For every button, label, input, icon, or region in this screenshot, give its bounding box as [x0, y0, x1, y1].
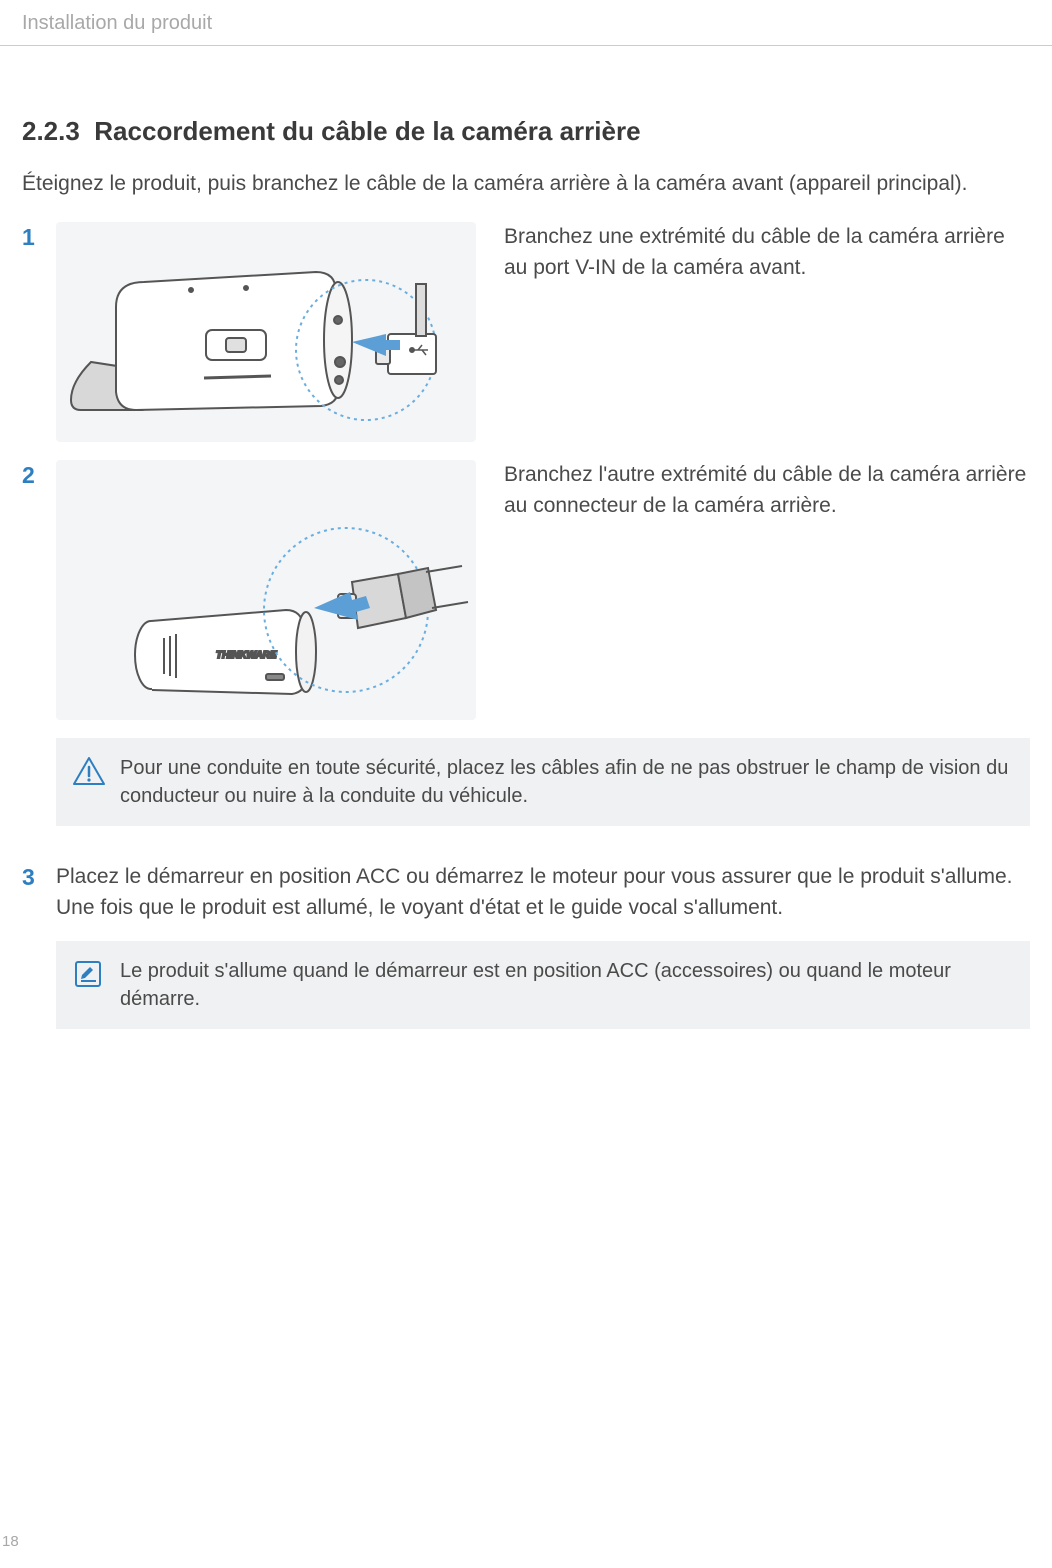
- intro-paragraph: Éteignez le produit, puis branchez le câ…: [22, 169, 1030, 198]
- warning-callout: Pour une conduite en toute sécurité, pla…: [56, 738, 1030, 826]
- step-3: 3 Placez le démarreur en position ACC ou…: [22, 862, 1030, 923]
- step-1-illustration: [56, 222, 476, 442]
- step-number: 2: [22, 460, 56, 489]
- step-3-text: Placez le démarreur en position ACC ou d…: [56, 862, 1030, 923]
- step-number: 1: [22, 222, 56, 251]
- step-2-illustration: THINKWARE: [56, 460, 476, 720]
- note-callout: Le produit s'allume quand le démarreur e…: [56, 941, 1030, 1029]
- page-number: 18: [2, 1533, 19, 1550]
- step-2: 2 THINKWARE: [22, 460, 1030, 720]
- step-1: 1: [22, 222, 1030, 442]
- warning-text: Pour une conduite en toute sécurité, pla…: [120, 754, 1010, 810]
- step-1-text: Branchez une extrémité du câble de la ca…: [476, 222, 1030, 283]
- page-content: 2.2.3 Raccordement du câble de la caméra…: [0, 46, 1052, 1029]
- camera-rear-diagram: THINKWARE: [56, 460, 476, 720]
- page-header: Installation du produit: [0, 0, 1052, 46]
- svg-text:THINKWARE: THINKWARE: [216, 650, 277, 661]
- step-number: 3: [22, 862, 56, 891]
- camera-front-diagram: [56, 222, 476, 442]
- note-icon: [72, 959, 106, 989]
- note-text: Le produit s'allume quand le démarreur e…: [120, 957, 1010, 1013]
- section-title-text: Raccordement du câble de la caméra arriè…: [94, 116, 640, 146]
- section-heading: 2.2.3 Raccordement du câble de la caméra…: [22, 116, 1030, 147]
- warning-icon: [72, 756, 106, 786]
- breadcrumb: Installation du produit: [22, 12, 1052, 35]
- step-2-text: Branchez l'autre extrémité du câble de l…: [476, 460, 1030, 521]
- section-number: 2.2.3: [22, 116, 80, 146]
